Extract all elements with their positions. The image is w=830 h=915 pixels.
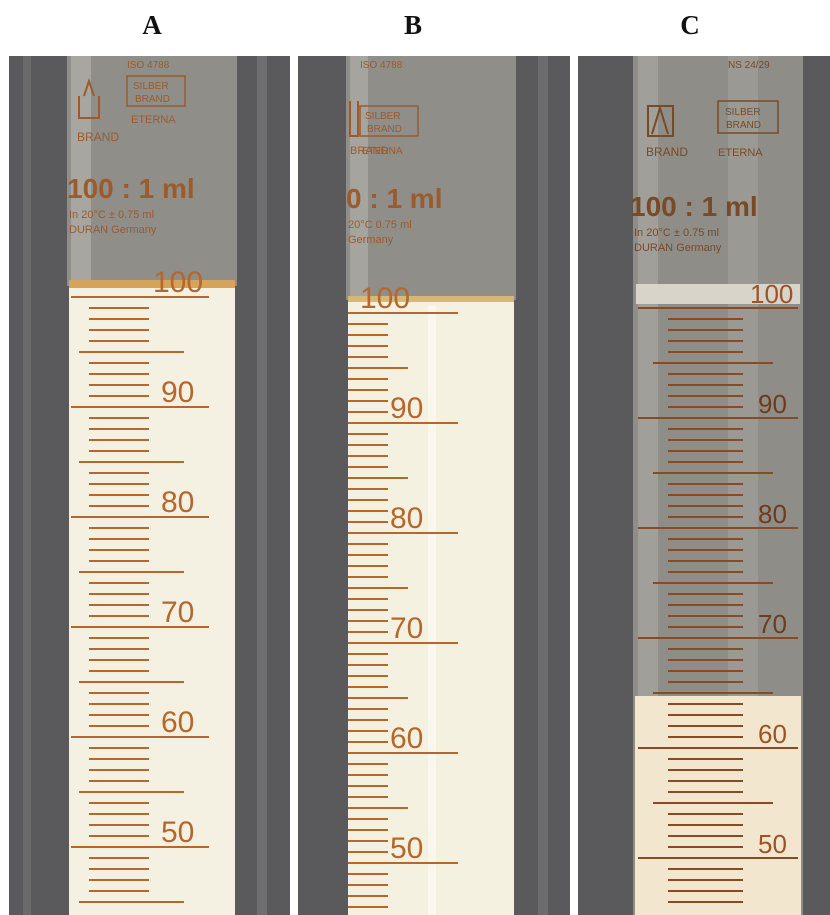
silber-text: SILBER (725, 107, 761, 118)
scale-label-100: 100 (153, 266, 203, 299)
graduation-ticks (71, 296, 209, 903)
iso-text: ISO 4788 (127, 60, 170, 71)
panel-label-a: A (142, 10, 162, 40)
capacity-text: 100 : 1 ml (630, 191, 758, 222)
cylinder-glass-top (346, 56, 516, 300)
scale-label-70: 70 (161, 596, 194, 629)
origin-text: DURAN Germany (634, 242, 722, 254)
scale-label-90: 90 (758, 389, 787, 419)
silber-brand-text: BRAND (726, 120, 761, 131)
spec-text: In 20°C ± 0.75 ml (634, 227, 719, 239)
graduation-ticks (348, 312, 458, 908)
scale-label-100: 100 (750, 279, 793, 309)
cylinder-a-svg: BRAND ISO 4788 SILBER BRAND ETERNA 100 :… (9, 56, 290, 915)
scale-label-50: 50 (161, 816, 194, 849)
graduation-ticks (638, 307, 798, 903)
glass-highlight (350, 56, 368, 300)
spec-text: 20°C 0.75 ml (348, 219, 412, 231)
cylinder-photo-c: NS 24/29 BRAND SILBER BRAND ETERNA 100 :… (578, 56, 830, 915)
iso-text: NS 24/29 (728, 60, 770, 71)
silber-brand-text: BRAND (135, 94, 170, 105)
brand-logo (78, 77, 100, 119)
background-stripe (538, 56, 548, 915)
brand-text: BRAND (646, 145, 688, 159)
silber-brand-box (359, 105, 419, 137)
scale-label-90: 90 (390, 392, 423, 425)
sediment-layer (635, 696, 801, 915)
background-stripe (257, 56, 267, 915)
brand-logo (349, 101, 359, 137)
cylinder-photo-b: ISO 4788 BRAND SILBER BRAND ETERNA 0 : 1… (298, 56, 570, 915)
eterna-text: ETERNA (718, 147, 763, 159)
background-stripe (23, 56, 31, 915)
glass-reflection (428, 306, 436, 915)
scale-label-50: 50 (758, 829, 787, 859)
glass-highlight (71, 56, 91, 286)
scale-label-50: 50 (390, 832, 423, 865)
meniscus (348, 296, 514, 302)
scale-label-70: 70 (390, 612, 423, 645)
cylinder-c-svg: NS 24/29 BRAND SILBER BRAND ETERNA 100 :… (578, 56, 830, 915)
origin-text: Germany (348, 234, 394, 246)
cylinder-glass-top (67, 56, 237, 286)
scale-label-90: 90 (161, 376, 194, 409)
eterna-text: ETERNA (362, 146, 403, 157)
iso-text: ISO 4788 (360, 60, 403, 71)
panel-label-b: B (403, 10, 422, 40)
foam-layer (636, 284, 800, 304)
capacity-text: 0 : 1 ml (346, 183, 442, 214)
scale-label-100: 100 (360, 282, 410, 315)
origin-text: DURAN Germany (69, 224, 157, 236)
silber-brand-text: BRAND (367, 124, 402, 135)
scale-label-60: 60 (161, 706, 194, 739)
silber-brand-box (717, 100, 779, 134)
silber-text: SILBER (365, 111, 401, 122)
brand-text: BRAND (350, 145, 389, 157)
scale-label-80: 80 (758, 499, 787, 529)
cylinder-photo-a: BRAND ISO 4788 SILBER BRAND ETERNA 100 :… (9, 56, 290, 915)
scale-label-80: 80 (161, 486, 194, 519)
silber-text: SILBER (133, 81, 169, 92)
scale-label-80: 80 (390, 502, 423, 535)
scale-label-70: 70 (758, 609, 787, 639)
scale-label-60: 60 (390, 722, 423, 755)
brand-text: BRAND (77, 130, 119, 144)
scale-label-60: 60 (758, 719, 787, 749)
capacity-text: 100 : 1 ml (67, 173, 195, 204)
silber-brand-box (126, 75, 186, 107)
meniscus (69, 280, 235, 288)
eterna-text: ETERNA (131, 114, 176, 126)
spec-text: In 20°C ± 0.75 ml (69, 209, 154, 221)
panel-label-c: C (680, 10, 700, 40)
brand-logo (647, 104, 674, 137)
cylinder-b-svg: ISO 4788 BRAND SILBER BRAND ETERNA 0 : 1… (298, 56, 570, 915)
liquid-column (69, 284, 235, 915)
